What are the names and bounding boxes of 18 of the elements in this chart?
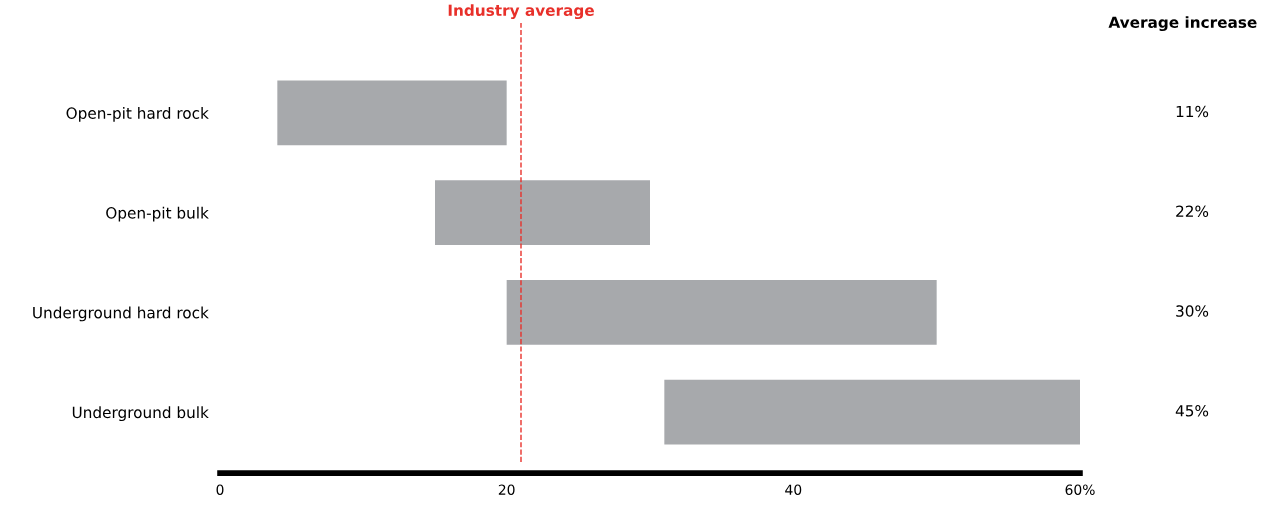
y-tick-label: Open-pit hard rock bbox=[66, 107, 209, 122]
ref-line-label: Industry average bbox=[448, 4, 594, 20]
x-tick-label: 0 bbox=[216, 484, 224, 495]
bar bbox=[277, 80, 507, 146]
y-tick-label: Open-pit bulk bbox=[106, 206, 209, 222]
text: 45% bbox=[1175, 405, 1209, 417]
bar bbox=[435, 180, 650, 246]
text: Average increase bbox=[1108, 16, 1257, 32]
text: 30% bbox=[1176, 305, 1209, 317]
bar bbox=[506, 279, 937, 345]
x-tick-label: 40 bbox=[785, 484, 802, 495]
bar bbox=[664, 379, 1080, 445]
text: 11% bbox=[1176, 105, 1209, 118]
x-tick-label: 20 bbox=[498, 484, 515, 495]
x-tick-label: 60% bbox=[1065, 484, 1095, 495]
text: 22% bbox=[1176, 205, 1209, 218]
y-tick-label: Underground bulk bbox=[72, 406, 209, 422]
y-tick-label: Underground hard rock bbox=[33, 306, 209, 322]
